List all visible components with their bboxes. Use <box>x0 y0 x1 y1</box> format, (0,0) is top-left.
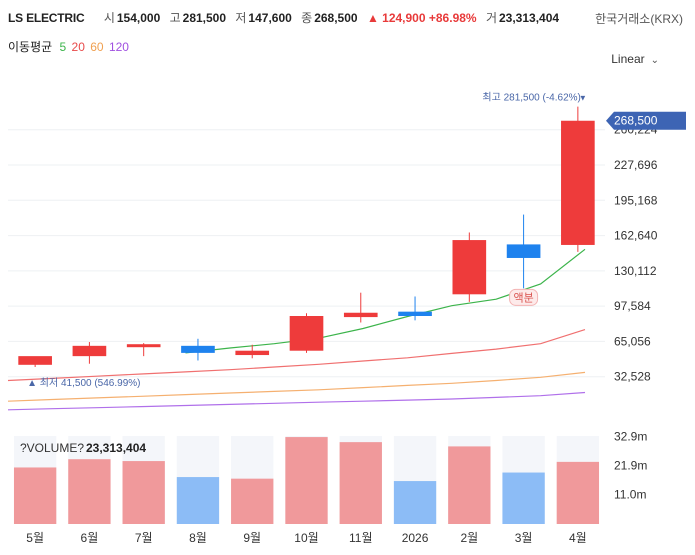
max-price-label: 최고 281,500 (-4.62%) <box>482 92 580 104</box>
candle-body <box>289 316 324 351</box>
volume-value-label: 23,313,404 <box>86 441 146 455</box>
max-price-marker: ▼ <box>579 94 587 103</box>
x-tick-label: 2026 <box>402 531 429 545</box>
candle-body <box>235 350 270 356</box>
candle-body <box>18 356 52 365</box>
price-tick-label: 227,696 <box>614 158 658 172</box>
current-price-label: 268,500 <box>614 114 658 128</box>
ma-legend-5[interactable]: 5 <box>59 40 67 54</box>
low-value: 147,600 <box>248 11 292 25</box>
axes-labels: 32,528 65,056 97,584 130,112 162,640 195,168 2… <box>20 123 658 545</box>
ma-legend-label: 이동평균 <box>8 40 53 54</box>
stock-name: LS ELECTRIC <box>8 11 85 25</box>
price-gridlines <box>8 129 605 378</box>
min-price-label: ▲ 최저 41,500 (546.99%) <box>27 377 140 389</box>
volume-bar <box>176 477 220 524</box>
ma-legend-120[interactable]: 120 <box>108 40 129 54</box>
volume-bar <box>13 467 57 524</box>
close-label: 종 <box>301 11 313 25</box>
volume-tick-label: 21.9m <box>614 459 647 473</box>
scale-label: Linear <box>611 52 645 66</box>
candle-body <box>506 244 541 258</box>
candlesticks <box>18 106 595 367</box>
price-tick-label: 97,584 <box>614 299 651 313</box>
volume-bar <box>502 472 545 524</box>
candle-body <box>126 344 161 348</box>
x-tick-label: 2월 <box>460 531 478 545</box>
volume-tick-label: 32.9m <box>614 429 647 443</box>
price-tick-label: 65,056 <box>614 334 651 348</box>
candle-body <box>561 120 595 245</box>
exchange-label: 한국거래소(KRX) <box>595 12 683 26</box>
volume-bar <box>339 442 382 524</box>
volume-bar <box>231 478 274 524</box>
price-tick-label: 130,112 <box>614 264 657 278</box>
x-tick-label: 4월 <box>569 531 587 545</box>
current-price-tag <box>606 111 686 130</box>
volume-bar <box>448 446 491 524</box>
volume-bar <box>556 461 600 524</box>
price-tick-label: 195,168 <box>614 193 658 207</box>
volume-title: ?VOLUME? <box>20 441 84 455</box>
event-label: 액분 <box>513 291 533 304</box>
change-value: ▲ 124,900 <box>366 11 426 25</box>
event-badge <box>509 288 539 306</box>
x-tick-label: 7월 <box>135 531 153 545</box>
volume-tick-label: 11.0m <box>614 488 646 502</box>
low-label: 저 <box>235 11 247 25</box>
candle-body <box>398 311 432 316</box>
annotations: 268,500 최고 281,500 (-4.62%)▼ ▲ 최저 41,500 (… <box>27 92 686 389</box>
x-tick-label: 5월 <box>26 531 44 545</box>
high-value: 281,500 <box>182 11 227 25</box>
x-tick-label: 6월 <box>81 531 99 545</box>
price-tick-label: 32,528 <box>614 370 651 384</box>
candle-body <box>181 345 215 353</box>
volume-label: 거 <box>485 11 497 25</box>
chevron-down-icon: ⌄ <box>650 55 659 66</box>
x-tick-label: 10월 <box>294 531 318 545</box>
ma-line-20 <box>7 329 586 382</box>
change-percent: +86.98% <box>428 11 477 25</box>
volume-bar <box>122 461 165 524</box>
chart-header: LS ELECTRIC 시 154,000 고 281,500 저 147,600 종… <box>8 9 559 26</box>
volume-bar <box>393 481 437 524</box>
x-tick-label: 3월 <box>515 531 533 545</box>
x-tick-label: 8월 <box>189 531 207 545</box>
open-label: 시 <box>103 11 115 25</box>
ma-legend-60[interactable]: 60 <box>90 40 104 54</box>
volume-value: 23,313,404 <box>498 11 560 25</box>
ma-line-60 <box>7 371 586 402</box>
volume-bar <box>285 437 328 524</box>
ma-legend: 이동평균 5 20 60 120 <box>8 38 133 55</box>
candle-body <box>452 240 487 295</box>
volume-bars <box>13 437 600 524</box>
ma-legend-20[interactable]: 20 <box>71 40 85 54</box>
high-label: 고 <box>169 11 181 25</box>
x-tick-label: 9월 <box>243 531 261 545</box>
price-tick-label: 162,640 <box>614 229 658 243</box>
candle-body <box>343 312 378 318</box>
open-value: 154,000 <box>116 11 161 25</box>
ma-line-120 <box>7 391 586 411</box>
volume-bar <box>68 459 111 524</box>
x-tick-label: 11월 <box>349 531 373 545</box>
scale-toggle[interactable]: Linear ⌄ <box>611 52 659 66</box>
candle-body <box>72 345 107 357</box>
close-value: 268,500 <box>314 11 358 25</box>
